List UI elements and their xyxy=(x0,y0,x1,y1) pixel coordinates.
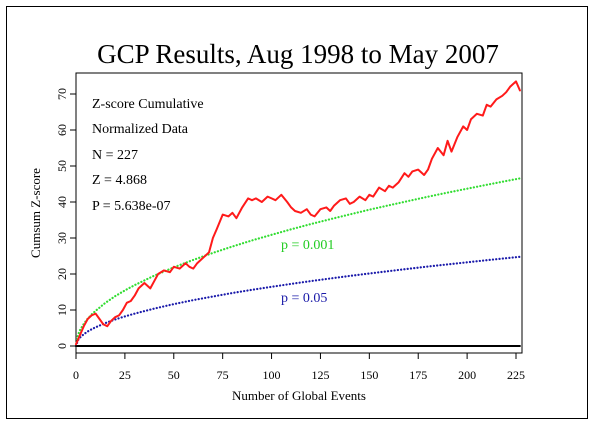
stats-block: Z-score Cumulative Normalized Data N = 2… xyxy=(92,97,204,214)
y-tick-label: 10 xyxy=(55,304,69,316)
x-tick-label: 150 xyxy=(360,368,378,382)
stat-line-normalized: Normalized Data xyxy=(92,122,189,137)
y-tick-label: 0 xyxy=(55,343,69,349)
series-p05-envelope xyxy=(74,255,522,348)
x-tick-label: 200 xyxy=(458,368,476,382)
y-axis-label: Cumsum Z-score xyxy=(28,168,43,258)
x-tick-label: 0 xyxy=(73,368,79,382)
annotation-p001: p = 0.001 xyxy=(281,238,334,253)
x-axis-label: Number of Global Events xyxy=(232,388,366,403)
series-cumsum-line xyxy=(75,80,521,346)
y-tick-label: 60 xyxy=(55,124,69,136)
chart-title: GCP Results, Aug 1998 to May 2007 xyxy=(97,39,499,69)
y-tick-label: 30 xyxy=(55,232,69,244)
x-tick-label: 225 xyxy=(507,368,525,382)
stat-line-p: P = 5.638e-07 xyxy=(92,199,171,214)
x-tick-label: 175 xyxy=(409,368,427,382)
series-layer xyxy=(74,80,522,348)
y-tick-label: 70 xyxy=(55,88,69,100)
x-tick-label: 75 xyxy=(217,368,229,382)
stat-line-title: Z-score Cumulative xyxy=(92,97,204,112)
x-tick-label: 125 xyxy=(311,368,329,382)
annotation-p05: p = 0.05 xyxy=(281,291,327,306)
x-tick-label: 50 xyxy=(168,368,180,382)
plot-box xyxy=(75,72,523,354)
y-tick-label: 20 xyxy=(55,268,69,280)
x-tick-label: 100 xyxy=(263,368,281,382)
axis-layer: 0 25 50 75 100 125 150 175 200 225 0 10 20 30 40 50 60 70 xyxy=(55,88,525,382)
x-tick-label: 25 xyxy=(119,368,131,382)
stat-line-z: Z = 4.868 xyxy=(92,173,147,188)
y-tick-label: 50 xyxy=(55,160,69,172)
stat-line-n: N = 227 xyxy=(92,148,138,163)
y-tick-label: 40 xyxy=(55,196,69,208)
outer-frame xyxy=(6,6,588,419)
